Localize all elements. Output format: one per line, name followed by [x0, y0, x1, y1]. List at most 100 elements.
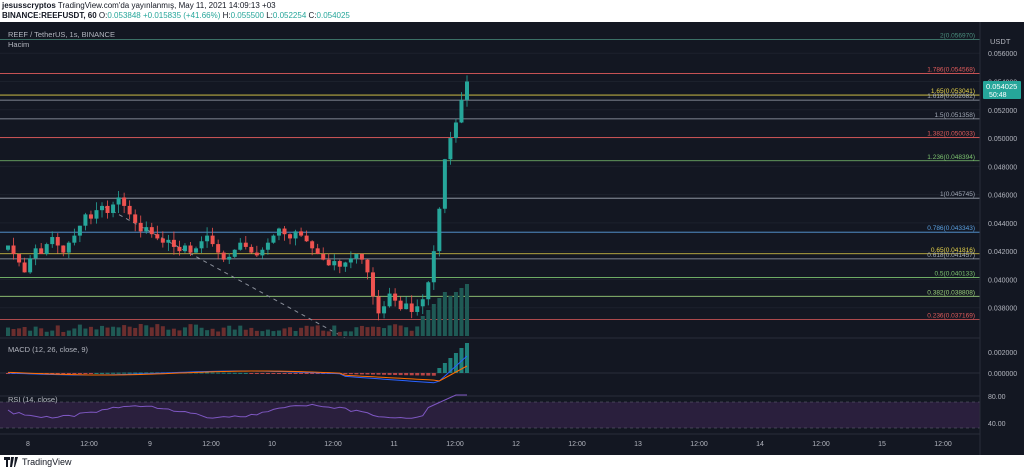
candle-body	[337, 261, 342, 267]
time-tick: 8	[26, 441, 30, 448]
time-tick: 10	[268, 441, 276, 448]
price-tick: 0.042000	[988, 249, 1017, 256]
volume-bar	[160, 326, 165, 336]
fib-label: 0.382(0.038808)	[927, 289, 975, 296]
fib-label: 1(0.045745)	[940, 191, 975, 198]
candle-body	[33, 248, 38, 259]
candle-body	[382, 306, 387, 314]
volume-bar	[376, 326, 381, 336]
candle-body	[221, 252, 226, 260]
time-axis[interactable]: 8 12:00 9 12:00 10 12:00 11 12:00 12 12:00 13 12:00…	[26, 441, 952, 448]
volume-bar	[365, 327, 370, 336]
candle-body	[77, 225, 82, 236]
candle-body	[288, 234, 293, 239]
tradingview-logo[interactable]: TradingView	[4, 457, 72, 467]
volume-bar	[315, 325, 320, 336]
macd-histogram-bar	[149, 372, 154, 374]
macd-histogram-bar	[343, 373, 348, 375]
macd-histogram-bar	[100, 372, 105, 374]
volume-bar	[122, 325, 127, 336]
candle-body	[387, 293, 392, 307]
volume-bar	[265, 329, 270, 336]
macd-histogram-bar	[94, 372, 99, 374]
tradingview-icon	[4, 457, 18, 467]
candle-body	[315, 248, 320, 254]
volume-bar	[116, 327, 121, 336]
fib-label: 1.65(0.053041)	[931, 88, 975, 95]
trend-line[interactable]	[104, 206, 346, 339]
macd-histogram-bar	[199, 372, 204, 374]
candle-body	[370, 272, 375, 297]
volume-bar	[100, 325, 105, 336]
candle-body	[354, 253, 359, 259]
candle-body	[210, 235, 215, 245]
fib-label: 2(0.056970)	[940, 32, 975, 39]
author-name[interactable]: jesusscryptos	[2, 1, 56, 10]
brand-text: TradingView	[22, 457, 72, 467]
volume-bar	[22, 326, 27, 336]
volume-bar	[44, 331, 49, 336]
volume-bar	[133, 327, 138, 336]
price-tick: 0.050000	[988, 136, 1017, 143]
candle-countdown: 50:48	[989, 92, 1007, 99]
chart-svg[interactable]: 2(0.056970) 1.786(0.054568) 1.65(0.053041)…	[0, 22, 1024, 455]
volume-bar	[310, 326, 315, 336]
macd-histogram-bar	[138, 372, 143, 374]
candle-body	[282, 228, 287, 235]
macd-histogram-bar	[83, 373, 88, 374]
volume-bar	[171, 328, 176, 336]
candle-body	[171, 239, 176, 247]
grid-lines	[0, 52, 980, 309]
candle-body	[182, 245, 187, 252]
macd-histogram-bar	[354, 373, 359, 375]
macd-histogram-bar	[276, 373, 281, 374]
macd-histogram-bar	[398, 373, 403, 376]
volume-bar	[437, 298, 442, 336]
volume-bar	[72, 328, 77, 336]
candle-body	[22, 262, 27, 273]
volume-bars	[6, 284, 469, 336]
candle-body	[232, 249, 237, 257]
volume-bar	[387, 325, 392, 336]
volume-bar	[61, 331, 66, 336]
macd-histogram-bar	[426, 373, 431, 376]
macd-histogram-bar	[415, 373, 420, 376]
macd-histogram-bar	[105, 372, 110, 374]
volume-bar	[28, 330, 33, 336]
candle-body	[11, 245, 16, 254]
candle-body	[138, 222, 143, 232]
price-tick: 0.052000	[988, 108, 1017, 115]
price-axis[interactable]: 0.0560000.0540000.0520000.0500000.048000…	[988, 51, 1017, 428]
last-price-text: 0.054025	[986, 82, 1017, 91]
candle-body	[459, 99, 464, 123]
candle-body	[404, 303, 409, 310]
rsi-legend: RSI (14, close)	[8, 395, 58, 404]
volume-bar	[271, 331, 276, 336]
volume-bar	[127, 326, 132, 336]
macd-histogram-bar	[310, 373, 315, 374]
macd-tick: 0.000000	[988, 371, 1017, 378]
candle-body	[442, 159, 447, 209]
publish-line: jesusscryptos TradingView.com'da yayınla…	[2, 1, 276, 10]
candle-body	[304, 235, 309, 242]
symbol-label: BINANCE:REEFUSDT, 60	[2, 11, 97, 20]
candle-body	[50, 237, 55, 245]
candle-body	[332, 261, 337, 266]
volume-bar	[105, 327, 110, 336]
macd-histogram-bar	[88, 373, 93, 374]
candle-body	[431, 251, 436, 283]
volume-bar	[382, 328, 387, 336]
volume-bar	[39, 328, 44, 336]
macd-pane	[6, 343, 469, 384]
candle-body	[426, 282, 431, 300]
volume-bar	[299, 327, 304, 336]
time-tick: 12	[512, 441, 520, 448]
volume-bar	[221, 327, 226, 336]
macd-histogram-bar	[221, 372, 226, 374]
macd-legend: MACD (12, 26, close, 9)	[8, 345, 89, 354]
macd-histogram-bar	[194, 372, 199, 374]
chart-area[interactable]: 2(0.056970) 1.786(0.054568) 1.65(0.053041)…	[0, 22, 1024, 455]
macd-histogram-bar	[304, 373, 309, 374]
volume-bar	[88, 326, 93, 336]
volume-bar	[321, 330, 326, 336]
